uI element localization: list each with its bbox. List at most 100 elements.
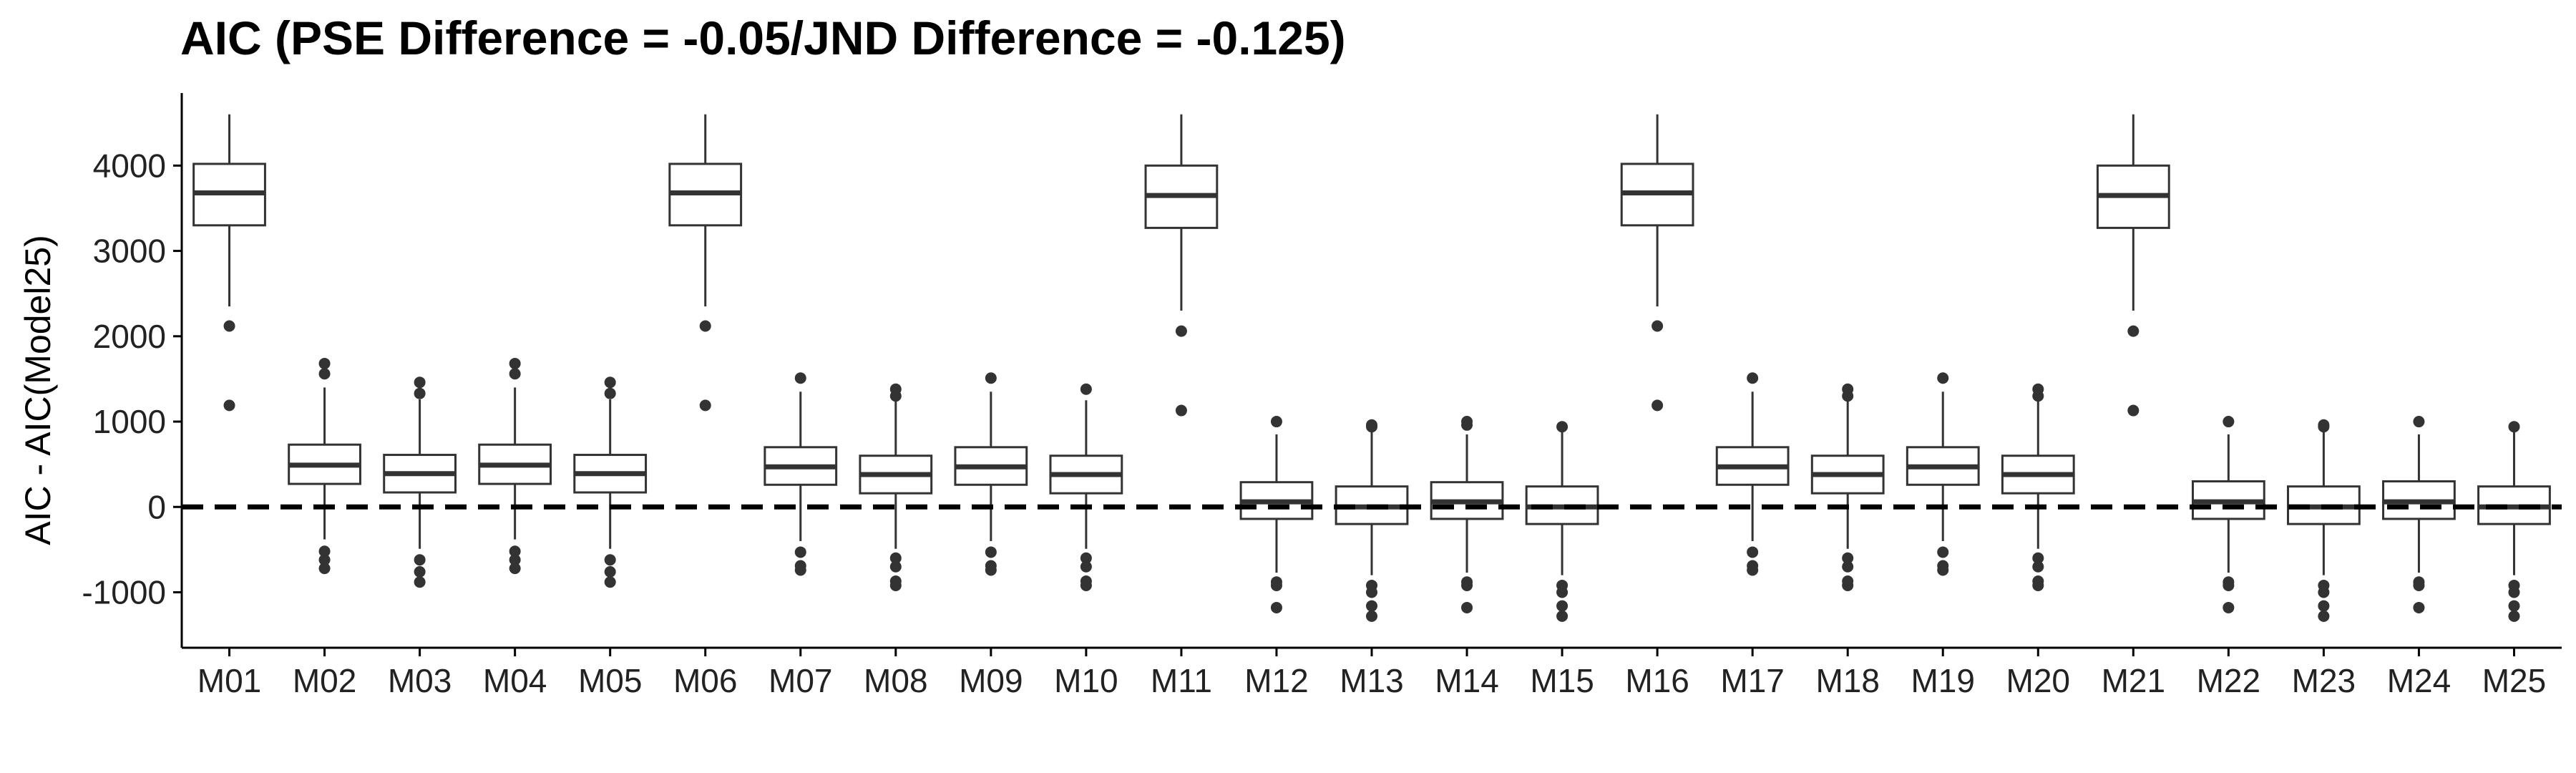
- outlier-point: [1270, 579, 1282, 591]
- outlier-point: [1080, 560, 1092, 573]
- y-tick-label: 0: [147, 488, 166, 525]
- outlier-point: [2223, 416, 2235, 428]
- x-tick-label: M09: [959, 662, 1023, 699]
- x-tick-label: M17: [1720, 662, 1784, 699]
- outlier-point: [1270, 416, 1282, 428]
- outlier-point: [318, 563, 331, 575]
- outlier-point: [1080, 579, 1092, 591]
- outlier-point: [318, 545, 331, 558]
- outlier-point: [1842, 383, 1854, 395]
- outlier-point: [1937, 372, 1949, 384]
- x-tick-label: M02: [293, 662, 356, 699]
- outlier-point: [2508, 600, 2520, 612]
- outlier-point: [414, 576, 426, 588]
- outlier-point: [604, 376, 616, 389]
- outlier-point: [1652, 320, 1664, 332]
- outlier-point: [2508, 610, 2520, 622]
- y-axis-title: AIC - AIC(Model25): [18, 235, 58, 545]
- outlier-point: [1842, 579, 1854, 591]
- outlier-point: [414, 376, 426, 389]
- outlier-point: [794, 372, 806, 384]
- outlier-point: [318, 357, 331, 369]
- x-tick-label: M11: [1151, 662, 1212, 699]
- outlier-point: [2127, 325, 2140, 337]
- outlier-point: [318, 554, 331, 566]
- outlier-point: [414, 565, 426, 578]
- x-tick-label: M05: [578, 662, 642, 699]
- outlier-point: [414, 387, 426, 399]
- outlier-point: [2223, 579, 2235, 591]
- x-tick-label: M22: [2197, 662, 2260, 699]
- y-tick-label: 3000: [93, 233, 166, 270]
- outlier-point: [2413, 601, 2425, 613]
- outlier-point: [1461, 579, 1473, 591]
- outlier-point: [1937, 546, 1949, 558]
- outlier-point: [1842, 560, 1854, 573]
- x-tick-label: M24: [2387, 662, 2451, 699]
- outlier-point: [2032, 383, 2044, 395]
- outlier-point: [2032, 560, 2044, 573]
- outlier-point: [1842, 552, 1854, 564]
- outlier-point: [985, 372, 997, 384]
- outlier-point: [2318, 586, 2330, 598]
- outlier-point: [985, 546, 997, 558]
- outlier-point: [604, 554, 616, 566]
- outlier-point: [1652, 399, 1664, 412]
- outlier-point: [1556, 610, 1568, 622]
- outlier-point: [1366, 419, 1377, 431]
- outlier-point: [1080, 383, 1092, 395]
- outlier-point: [509, 563, 521, 575]
- x-tick-label: M15: [1530, 662, 1594, 699]
- outlier-point: [223, 320, 235, 332]
- outlier-point: [414, 554, 426, 566]
- outlier-point: [1937, 564, 1949, 576]
- outlier-point: [889, 383, 902, 395]
- outlier-point: [2413, 416, 2425, 428]
- outlier-point: [889, 579, 902, 591]
- outlier-point: [2508, 421, 2520, 433]
- x-tick-label: M13: [1340, 662, 1403, 699]
- outlier-point: [699, 399, 711, 412]
- x-tick-label: M23: [2292, 662, 2356, 699]
- outlier-point: [2413, 579, 2425, 591]
- outlier-point: [1366, 610, 1377, 622]
- outlier-point: [1556, 586, 1568, 598]
- x-tick-label: M10: [1054, 662, 1118, 699]
- chart-title: AIC (PSE Difference = -0.05/JND Differen…: [180, 11, 1346, 64]
- x-tick-label: M06: [673, 662, 737, 699]
- y-tick-label: 1000: [93, 403, 166, 440]
- outlier-point: [1175, 404, 1187, 417]
- x-tick-label: M25: [2482, 662, 2546, 699]
- outlier-point: [1747, 546, 1759, 558]
- outlier-point: [794, 546, 806, 558]
- outlier-point: [2318, 419, 2330, 431]
- outlier-point: [1080, 552, 1092, 564]
- outlier-point: [318, 368, 331, 380]
- outlier-point: [1556, 421, 1568, 433]
- outlier-point: [1366, 600, 1377, 612]
- outlier-point: [1747, 372, 1759, 384]
- outlier-point: [509, 545, 521, 558]
- x-tick-label: M21: [2102, 662, 2165, 699]
- outlier-point: [699, 320, 711, 332]
- outlier-point: [2508, 586, 2520, 598]
- outlier-point: [1461, 416, 1473, 428]
- outlier-point: [1461, 601, 1473, 613]
- x-tick-label: M18: [1815, 662, 1879, 699]
- outlier-point: [2127, 404, 2140, 417]
- outlier-point: [604, 387, 616, 399]
- y-tick-label: 4000: [93, 147, 166, 184]
- x-tick-label: M01: [197, 662, 261, 699]
- x-tick-label: M03: [388, 662, 452, 699]
- x-tick-label: M07: [769, 662, 832, 699]
- outlier-point: [1270, 601, 1282, 613]
- outlier-point: [794, 564, 806, 576]
- outlier-point: [2318, 600, 2330, 612]
- outlier-point: [1556, 600, 1568, 612]
- outlier-point: [2032, 552, 2044, 564]
- x-tick-label: M20: [2006, 662, 2070, 699]
- outlier-point: [2318, 610, 2330, 622]
- outlier-point: [509, 357, 521, 369]
- plot-area: -1000 0 1000 2000 3000 4000 M01 M02 M03 M04 M05 M06…: [82, 93, 2562, 699]
